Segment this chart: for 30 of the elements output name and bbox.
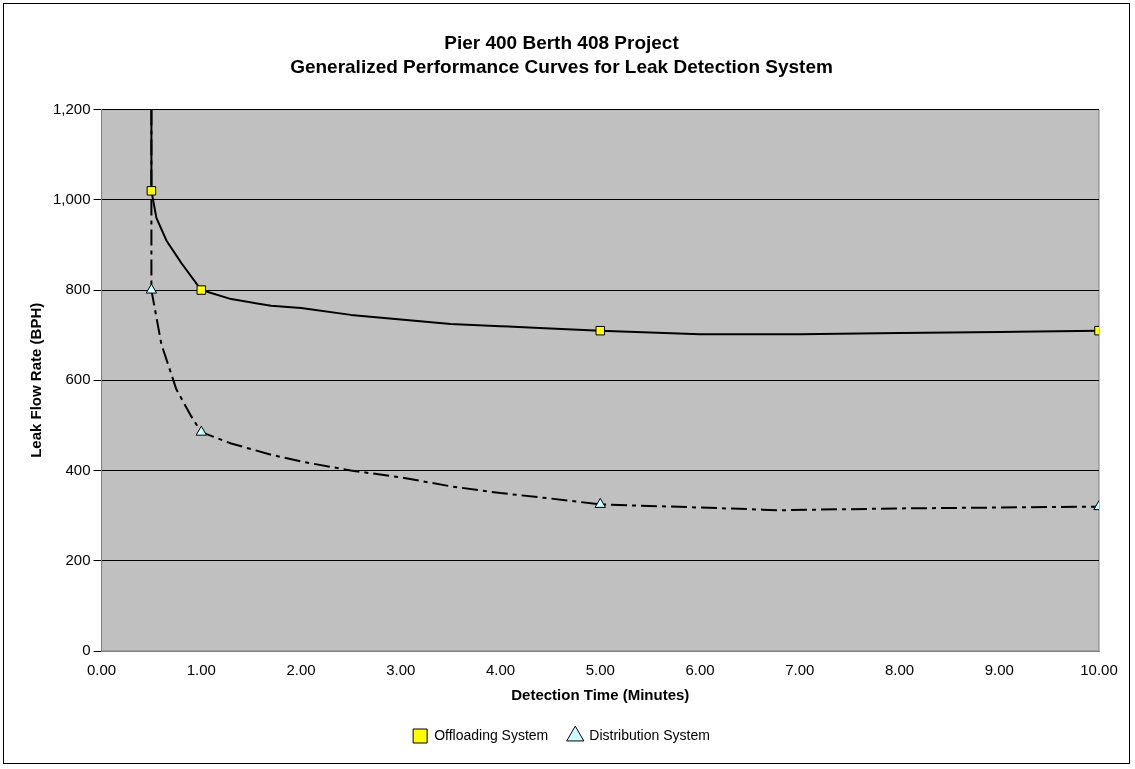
y-tick-label: 1,200 (52, 99, 91, 117)
x-tick-label: 3.00 (386, 661, 416, 679)
x-tick-label: 0.00 (86, 661, 117, 679)
point (196, 285, 207, 295)
y-axis-title: Leak Flow Rate (BPH) (27, 302, 45, 458)
y-tick-label: 600 (65, 370, 91, 388)
chart-subtitle: Generalized Performance Curves for Leak Detection System (290, 56, 833, 78)
x-tick-label: 7.00 (785, 661, 815, 679)
x-tick-label: 10.00 (1080, 661, 1118, 679)
x-axis-title: Detection Time (Minutes) (511, 686, 690, 704)
point (145, 283, 158, 294)
x-tick-label: 5.00 (585, 661, 615, 679)
y-tick-label: 400 (65, 460, 91, 478)
y-tick-label: 1,000 (52, 189, 91, 207)
legend-label: Offloading System (434, 726, 549, 743)
point (595, 325, 606, 336)
y-tick-label: 800 (65, 280, 91, 298)
x-tick-label: 2.00 (286, 661, 316, 679)
point (195, 425, 207, 436)
x-tick-label: 1.00 (186, 661, 216, 679)
x-tick-label: 4.00 (485, 661, 516, 679)
x-tick-label: 6.00 (685, 661, 715, 679)
point (146, 186, 157, 196)
point (594, 497, 606, 508)
x-tick-label: 8.00 (884, 661, 915, 679)
legend-label: Distribution System (589, 726, 710, 743)
y-tick-label: 200 (65, 550, 91, 568)
y-tick-label: 0 (82, 641, 91, 659)
x-tick-label: 9.00 (984, 661, 1014, 679)
chart-title: Pier 400 Berth 408 Project (444, 31, 680, 53)
